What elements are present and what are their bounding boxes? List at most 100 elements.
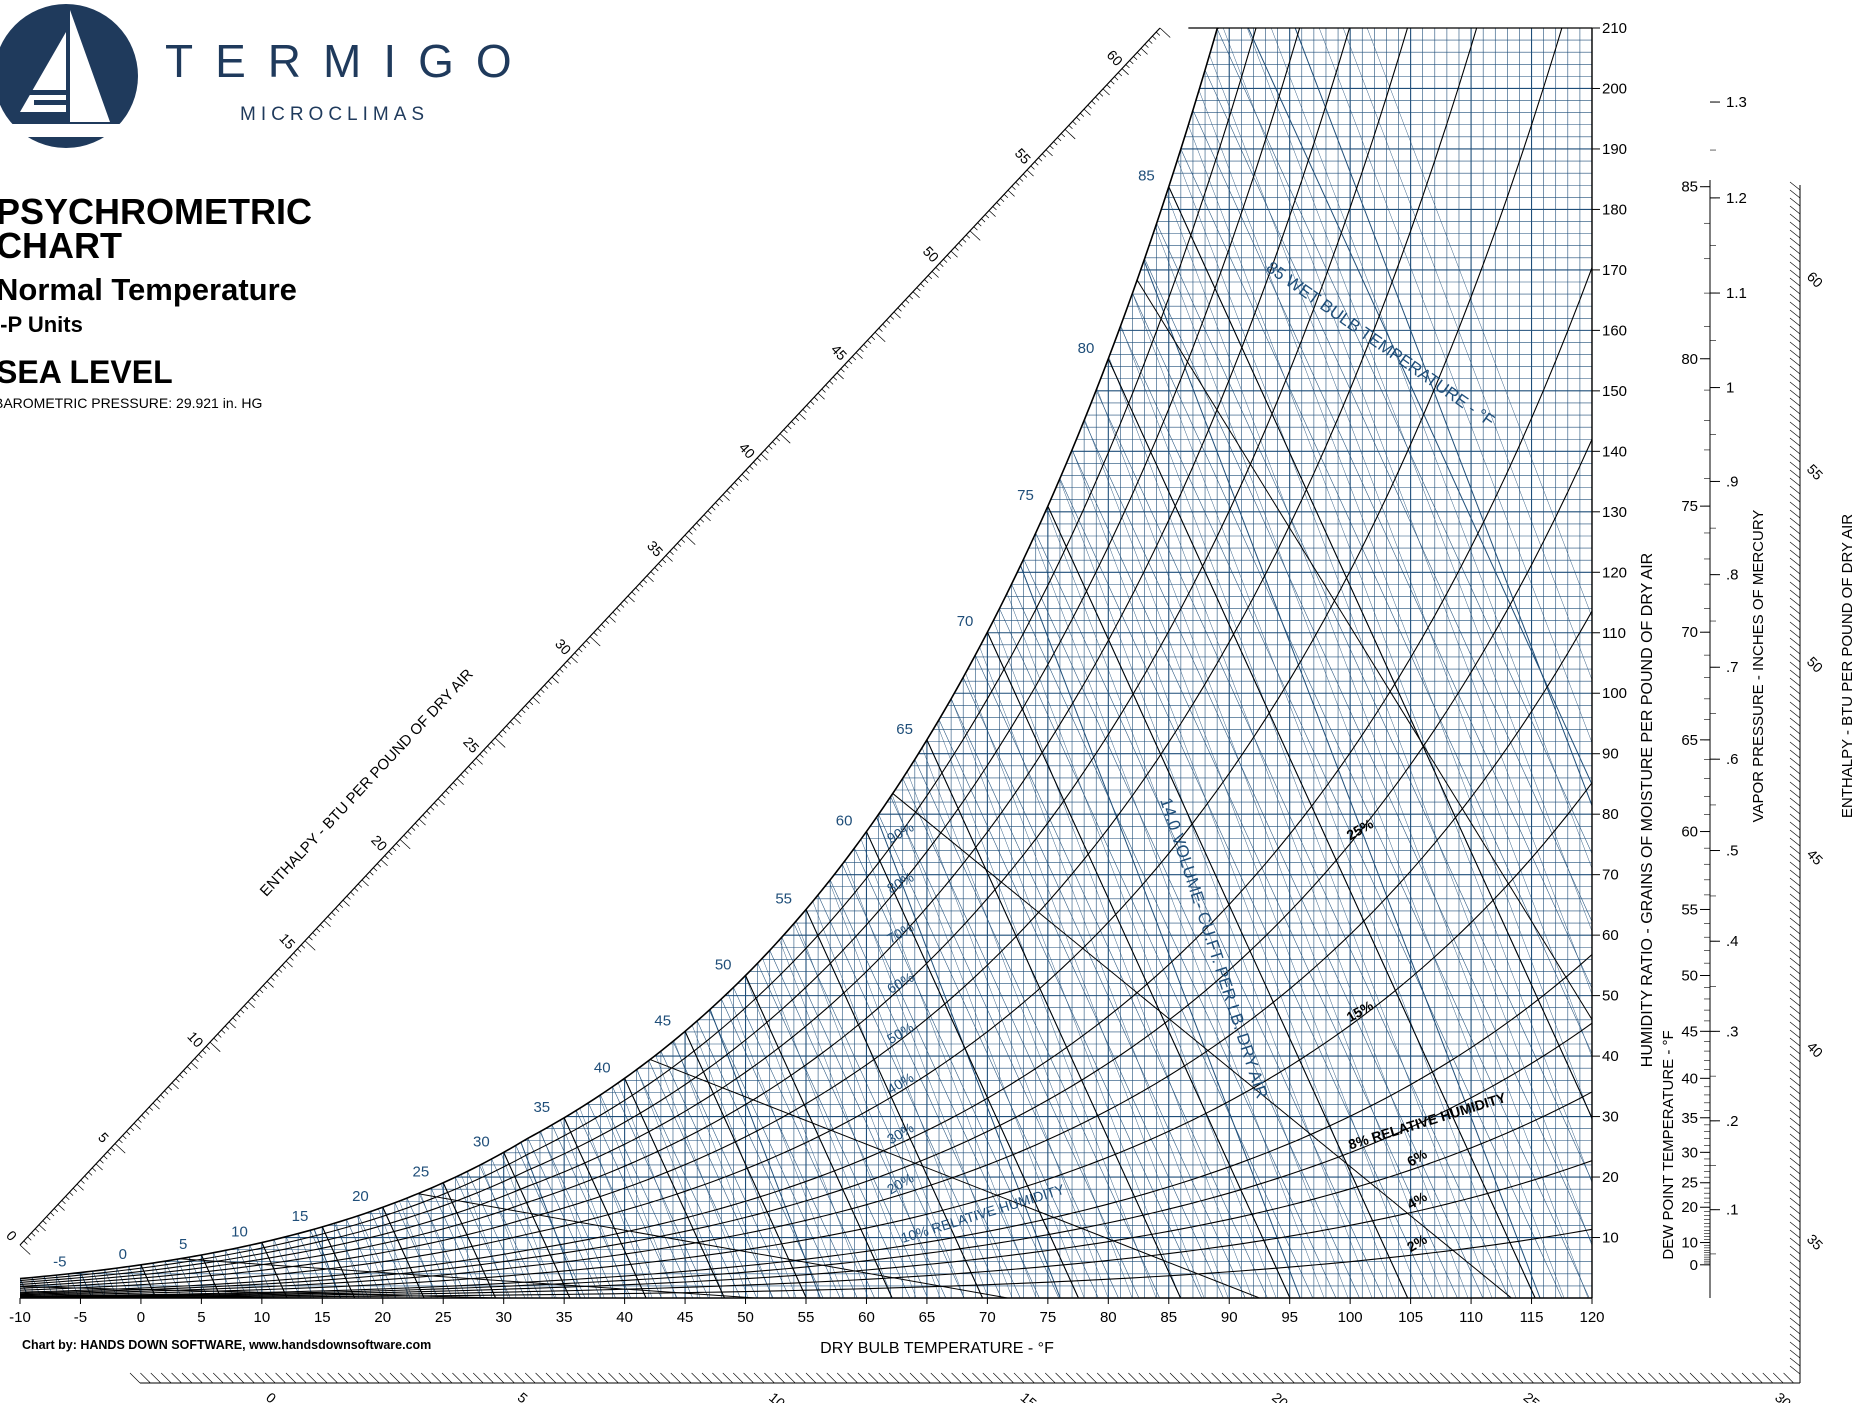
bottom-enthalpy-tick bbox=[223, 1372, 234, 1384]
wet-bulb-line bbox=[575, 1110, 662, 1298]
enthalpy-left-label: 15 bbox=[276, 930, 298, 952]
enthalpy-tick bbox=[578, 648, 583, 653]
title-line-1: PSYCHROMETRIC bbox=[0, 191, 313, 232]
enthalpy-tick bbox=[479, 753, 484, 758]
enthalpy-left-label: 35 bbox=[644, 537, 666, 559]
enthalpy-line bbox=[20, 1223, 756, 1298]
dew-point-label: 25 bbox=[1681, 1175, 1698, 1192]
bottom-enthalpy-tick bbox=[836, 1372, 848, 1384]
bottom-enthalpy-tick bbox=[379, 1372, 390, 1384]
right-enthalpy-tick bbox=[1789, 1021, 1801, 1031]
right-enthalpy-tick bbox=[1789, 1093, 1801, 1103]
enthalpy-tick bbox=[517, 713, 522, 718]
bottom-enthalpy-tick bbox=[389, 1372, 401, 1384]
wet-bulb-heavy-line bbox=[382, 1207, 425, 1298]
wet-bulb-line bbox=[636, 1069, 741, 1298]
right-enthalpy-tick bbox=[1789, 1325, 1801, 1335]
bottom-enthalpy-tick bbox=[1627, 1372, 1638, 1384]
vapor-pressure-label: .1 bbox=[1726, 1202, 1739, 1219]
enthalpy-tick bbox=[88, 1171, 93, 1176]
y-tick-label: 170 bbox=[1602, 262, 1627, 279]
enthalpy-tick bbox=[1041, 153, 1047, 158]
wet-bulb-heavy-line bbox=[321, 1226, 356, 1298]
right-enthalpy-tick bbox=[1789, 1149, 1801, 1159]
right-enthalpy-tick bbox=[1789, 205, 1801, 215]
right-enthalpy-tick bbox=[1789, 557, 1801, 567]
right-enthalpy-tick bbox=[1789, 341, 1801, 351]
vapor-pressure-label: 1.1 bbox=[1726, 285, 1747, 302]
right-enthalpy-tick bbox=[1789, 509, 1801, 519]
rh-curve bbox=[20, 28, 1592, 1282]
enthalpy-tick bbox=[920, 283, 925, 288]
enthalpy-tick bbox=[137, 1118, 142, 1123]
enthalpy-tick bbox=[912, 291, 920, 299]
enthalpy-tick bbox=[551, 676, 559, 684]
enthalpy-tick bbox=[31, 1232, 36, 1237]
wet-bulb-line bbox=[793, 923, 965, 1298]
enthalpy-tick bbox=[34, 1228, 40, 1233]
bottom-enthalpy-tick bbox=[795, 1372, 806, 1384]
bottom-enthalpy-tick bbox=[254, 1372, 266, 1384]
enthalpy-tick bbox=[661, 559, 667, 564]
bottom-enthalpy-tick bbox=[972, 1372, 983, 1384]
chart-axes: -10 -5 0 5 10 15 20 25 30 35 40 45 50 55 60 65 70 75 80 85 9… bbox=[9, 20, 1627, 1326]
enthalpy-tick bbox=[357, 883, 363, 888]
right-enthalpy-tick bbox=[1789, 397, 1801, 407]
right-enthalpy-tick bbox=[1789, 389, 1801, 399]
enthalpy-tick bbox=[475, 757, 483, 765]
wet-bulb-heavy-line bbox=[563, 1117, 647, 1298]
enthalpy-tick bbox=[103, 1155, 108, 1160]
right-enthalpy-label: 35 bbox=[1804, 1231, 1826, 1253]
enthalpy-tick bbox=[361, 879, 369, 887]
enthalpy-tick bbox=[829, 380, 834, 385]
saturation-temp-label: 25 bbox=[413, 1164, 430, 1181]
enthalpy-tick bbox=[251, 997, 256, 1002]
vapor-pressure-label: .7 bbox=[1726, 659, 1739, 676]
bottom-enthalpy-tick bbox=[348, 1372, 359, 1384]
enthalpy-tick bbox=[977, 222, 982, 227]
right-enthalpy-tick bbox=[1789, 845, 1801, 855]
wet-bulb-heavy-line bbox=[503, 1152, 571, 1298]
enthalpy-tick bbox=[1125, 64, 1130, 69]
wet-bulb-line bbox=[612, 1086, 709, 1298]
enthalpy-tick bbox=[194, 1058, 199, 1063]
enthalpy-tick bbox=[308, 936, 313, 941]
enthalpy-tick bbox=[487, 745, 492, 750]
bottom-enthalpy-tick bbox=[296, 1372, 307, 1384]
enthalpy-tick bbox=[1155, 31, 1161, 36]
enthalpy-tick bbox=[1110, 80, 1115, 85]
volume-line bbox=[1199, 28, 1592, 1298]
bottom-enthalpy-tick bbox=[920, 1372, 931, 1384]
right-enthalpy-tick bbox=[1789, 885, 1801, 895]
right-enthalpy-tick bbox=[1789, 565, 1801, 575]
right-enthalpy-tick bbox=[1789, 1197, 1801, 1207]
rh-curve bbox=[20, 28, 1592, 1285]
wet-bulb-line bbox=[842, 864, 1040, 1298]
enthalpy-tick bbox=[768, 445, 773, 450]
enthalpy-tick bbox=[791, 421, 796, 426]
wet-bulb-line bbox=[709, 1010, 841, 1298]
volume-line bbox=[888, 28, 1397, 1298]
enthalpy-tick bbox=[464, 770, 469, 775]
x-tick-label: 70 bbox=[979, 1309, 996, 1326]
enthalpy-tick bbox=[217, 1033, 222, 1038]
enthalpy-tick bbox=[468, 766, 473, 770]
enthalpy-tick bbox=[80, 1179, 85, 1184]
right-enthalpy-tick bbox=[1789, 757, 1801, 767]
bottom-enthalpy-tick bbox=[462, 1372, 474, 1384]
bottom-enthalpy-tick bbox=[1003, 1372, 1014, 1384]
bottom-enthalpy-tick bbox=[1076, 1372, 1087, 1384]
vapor-pressure-label: 1 bbox=[1726, 380, 1734, 397]
enthalpy-tick bbox=[741, 473, 749, 481]
right-enthalpy-tick bbox=[1789, 613, 1801, 623]
bottom-enthalpy-tick bbox=[358, 1372, 370, 1384]
bottom-enthalpy-tick bbox=[1762, 1372, 1774, 1384]
wet-bulb-line bbox=[1228, 28, 1592, 1298]
x-tick-label: 5 bbox=[197, 1309, 205, 1326]
enthalpy-tick bbox=[570, 656, 578, 664]
right-enthalpy-tick bbox=[1789, 957, 1801, 967]
enthalpy-tick bbox=[278, 968, 283, 973]
enthalpy-tick bbox=[1068, 125, 1073, 130]
enthalpy-tick bbox=[962, 238, 967, 243]
right-enthalpy-tick bbox=[1789, 301, 1801, 311]
